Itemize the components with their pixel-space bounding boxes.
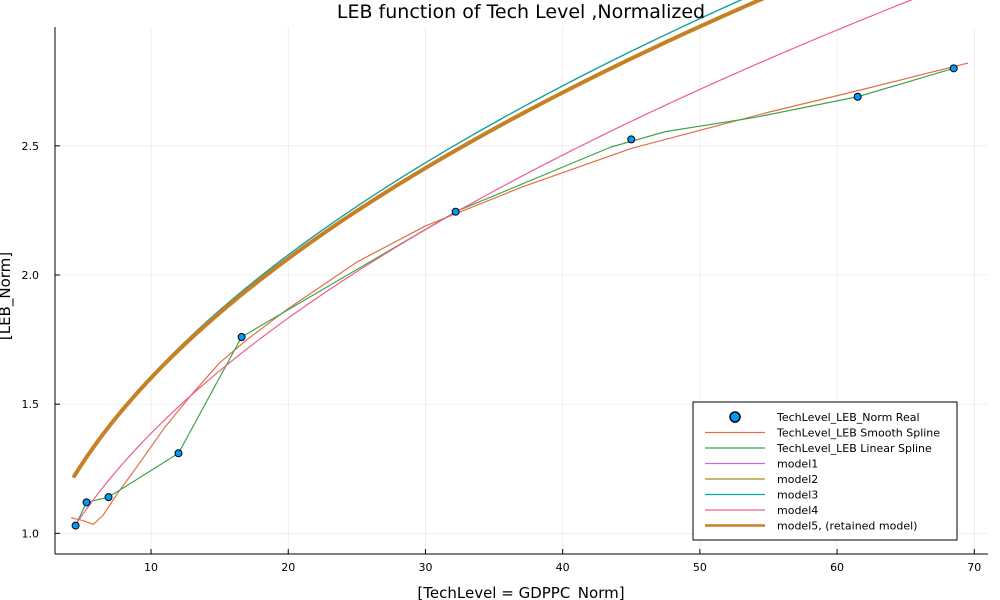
data-point <box>174 449 183 458</box>
y-tick-label: 2.5 <box>22 140 40 153</box>
ticks: 10 20 30 40 50 60 70 1.0 1.5 2.0 2.5 <box>22 140 982 574</box>
axes <box>54 27 988 555</box>
x-tick-label: 60 <box>830 561 844 574</box>
legend-label: model1 <box>777 458 818 471</box>
series-line-model3 <box>73 0 743 477</box>
data-point <box>853 92 862 101</box>
chart-title: LEB function of Tech Level ,Normalized <box>337 1 705 23</box>
legend-label: TechLevel_LEB Linear Spline <box>776 442 932 455</box>
y-tick-label: 1.0 <box>22 527 40 540</box>
x-axis-label: [TechLevel = GDPPC_Norm] <box>417 584 624 600</box>
series-line-model4 <box>73 0 913 528</box>
legend-label: TechLevel_LEB Smooth Spline <box>776 427 940 440</box>
data-point <box>237 333 246 341</box>
data-point <box>949 64 958 73</box>
x-tick-label: 50 <box>693 561 707 574</box>
x-tick-label: 30 <box>418 561 432 574</box>
series-line-model5-retained-model <box>72 0 765 479</box>
legend-box <box>692 401 958 541</box>
legend-label: model4 <box>777 504 818 517</box>
legend: TechLevel_LEB_Norm Real TechLevel_LEB Smo… <box>692 401 958 541</box>
data-point <box>627 135 636 144</box>
data-point <box>71 521 80 530</box>
data-point <box>104 493 113 502</box>
data-point <box>82 498 91 507</box>
legend-label: TechLevel_LEB_Norm Real <box>776 411 920 424</box>
grid <box>55 27 988 554</box>
x-tick-label: 70 <box>967 561 981 574</box>
legend-label: model5, (retained model) <box>777 520 917 533</box>
legend-marker <box>729 411 741 423</box>
x-tick-label: 40 <box>556 561 570 574</box>
plot-area <box>70 0 969 530</box>
y-axis-label: [LEB_Norm] <box>0 252 15 340</box>
data-point <box>451 207 460 216</box>
x-tick-label: 20 <box>281 561 295 574</box>
legend-label: model3 <box>777 489 818 502</box>
legend-label: model2 <box>777 473 818 486</box>
y-tick-label: 2.0 <box>22 269 40 282</box>
y-tick-label: 1.5 <box>22 398 40 411</box>
x-tick-label: 10 <box>144 561 158 574</box>
